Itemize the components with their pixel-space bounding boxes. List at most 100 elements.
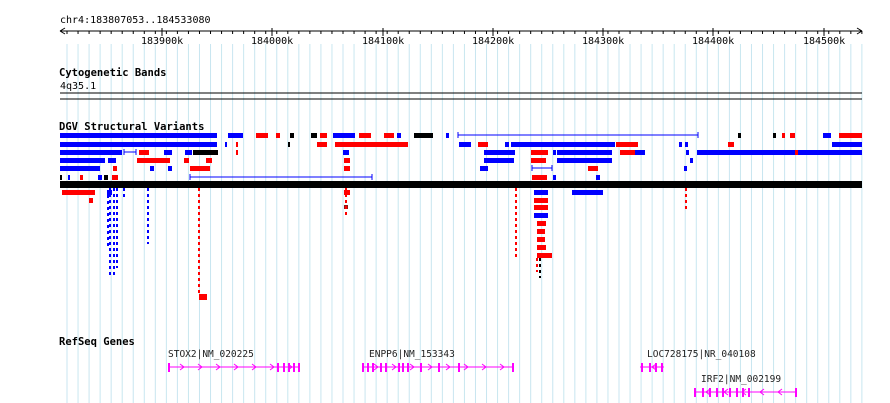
structural-variant-bar[interactable] — [484, 158, 514, 163]
structural-variant-bar[interactable] — [537, 229, 545, 234]
gene-exon[interactable] — [729, 388, 731, 397]
gene-label-stox2[interactable]: STOX2|NM_020225 — [168, 349, 254, 360]
structural-variant-bar[interactable] — [107, 190, 112, 195]
structural-variant-bar[interactable] — [459, 142, 471, 147]
gene-exon[interactable] — [372, 363, 374, 372]
structural-variant-bar[interactable] — [484, 150, 515, 155]
structural-variant-bar[interactable] — [534, 205, 548, 210]
structural-variant-bar[interactable] — [199, 294, 207, 300]
structural-variant-bar[interactable] — [557, 150, 612, 155]
structural-variant-bar[interactable] — [168, 166, 172, 171]
structural-variant-bar[interactable] — [684, 166, 687, 171]
structural-variant-bar[interactable] — [60, 158, 105, 163]
structural-variant-bar[interactable] — [60, 133, 217, 138]
gene-exon[interactable] — [293, 363, 295, 372]
gene-label-loc728175[interactable]: LOC728175|NR_040108 — [647, 349, 756, 360]
gene-exon[interactable] — [288, 363, 290, 372]
structural-variant-bar[interactable] — [531, 158, 546, 163]
gene-exon[interactable] — [438, 363, 440, 372]
structural-variant-bar[interactable] — [790, 133, 795, 138]
gene-exon[interactable] — [655, 363, 657, 372]
structural-variant-bar[interactable] — [80, 175, 83, 180]
structural-variant-bar[interactable] — [62, 190, 95, 195]
structural-variant-bar[interactable] — [679, 142, 682, 147]
gene-exon[interactable] — [649, 363, 651, 372]
gene-exon[interactable] — [709, 388, 711, 397]
structural-variant-bar[interactable] — [113, 166, 117, 171]
structural-variant-bar[interactable] — [553, 175, 556, 180]
structural-variant-bar[interactable] — [137, 158, 170, 163]
structural-variant-bar[interactable] — [616, 142, 638, 147]
gene-exon[interactable] — [402, 363, 404, 372]
structural-variant-bar[interactable] — [773, 133, 776, 138]
structural-variant-bar[interactable] — [89, 198, 93, 203]
structural-variant-bar[interactable] — [290, 133, 294, 138]
structural-variant-bar[interactable] — [185, 150, 192, 155]
gene-exon[interactable] — [298, 363, 300, 372]
structural-variant-bar[interactable] — [206, 158, 212, 163]
structural-variant-bar[interactable] — [537, 221, 546, 226]
structural-variant-bar[interactable] — [596, 175, 600, 180]
structural-variant-bar[interactable] — [98, 175, 102, 180]
structural-variant-bar[interactable] — [511, 142, 615, 147]
structural-variant-bar[interactable] — [685, 142, 688, 147]
gene-exon[interactable] — [277, 363, 279, 372]
gene-exon[interactable] — [795, 388, 797, 397]
structural-variant-bar[interactable] — [228, 133, 243, 138]
structural-variant-bar[interactable] — [738, 133, 741, 138]
structural-variant-bar[interactable] — [823, 133, 831, 138]
structural-variant-bar[interactable] — [164, 150, 172, 155]
structural-variant-bar[interactable] — [446, 133, 449, 138]
structural-variant-bar[interactable] — [534, 198, 548, 203]
structural-variant-bar[interactable] — [344, 190, 350, 195]
gene-exon[interactable] — [380, 363, 382, 372]
gene-exon[interactable] — [702, 388, 704, 397]
structural-variant-bar[interactable] — [104, 175, 108, 180]
structural-variant-bar[interactable] — [697, 150, 862, 155]
structural-variant-bar[interactable] — [60, 150, 122, 155]
structural-variant-bar[interactable] — [839, 133, 862, 138]
structural-variant-bar[interactable] — [276, 133, 280, 138]
structural-variant-bar[interactable] — [236, 142, 238, 147]
structural-variant-bar[interactable] — [335, 142, 408, 147]
gene-exon[interactable] — [512, 363, 514, 372]
gene-exon[interactable] — [283, 363, 285, 372]
structural-variant-bar[interactable] — [588, 166, 598, 171]
structural-variant-bar[interactable] — [225, 142, 227, 147]
structural-variant-bar[interactable] — [359, 133, 371, 138]
structural-variant-bar[interactable] — [288, 142, 290, 147]
structural-variant-bar[interactable] — [532, 175, 547, 180]
structural-variant-bar[interactable] — [832, 142, 862, 147]
structural-variant-bar[interactable] — [60, 166, 100, 171]
structural-variant-bar[interactable] — [572, 190, 603, 195]
structural-variant-bar[interactable] — [184, 158, 189, 163]
structural-variant-bar[interactable] — [344, 166, 350, 171]
gene-exon[interactable] — [736, 388, 738, 397]
structural-variant-bar[interactable] — [537, 253, 552, 258]
structural-variant-bar[interactable] — [397, 133, 401, 138]
structural-variant-bar[interactable] — [343, 150, 349, 155]
gene-exon[interactable] — [385, 363, 387, 372]
structural-variant-bar[interactable] — [384, 133, 394, 138]
structural-variant-bar[interactable] — [635, 150, 645, 155]
gene-exon[interactable] — [168, 363, 170, 372]
structural-variant-bar[interactable] — [193, 150, 218, 155]
structural-variant-bar[interactable] — [480, 166, 488, 171]
structural-variant-bar[interactable] — [795, 150, 798, 155]
structural-variant-bar[interactable] — [344, 158, 350, 163]
gene-label-irf2[interactable]: IRF2|NM_002199 — [701, 374, 782, 385]
structural-variant-bar[interactable] — [108, 158, 116, 163]
structural-variant-bar[interactable] — [534, 190, 548, 195]
structural-variant-bar[interactable] — [553, 150, 556, 155]
gene-exon[interactable] — [694, 388, 696, 397]
structural-variant-bar[interactable] — [620, 150, 640, 155]
structural-variant-bar[interactable] — [333, 133, 355, 138]
structural-variant-bar[interactable] — [139, 150, 149, 155]
structural-variant-bar[interactable] — [60, 142, 217, 147]
structural-variant-bar[interactable] — [317, 142, 327, 147]
gene-exon[interactable] — [362, 363, 364, 372]
structural-variant-bar[interactable] — [505, 142, 509, 147]
gene-exon[interactable] — [407, 363, 409, 372]
structural-variant-bar[interactable] — [690, 158, 693, 163]
